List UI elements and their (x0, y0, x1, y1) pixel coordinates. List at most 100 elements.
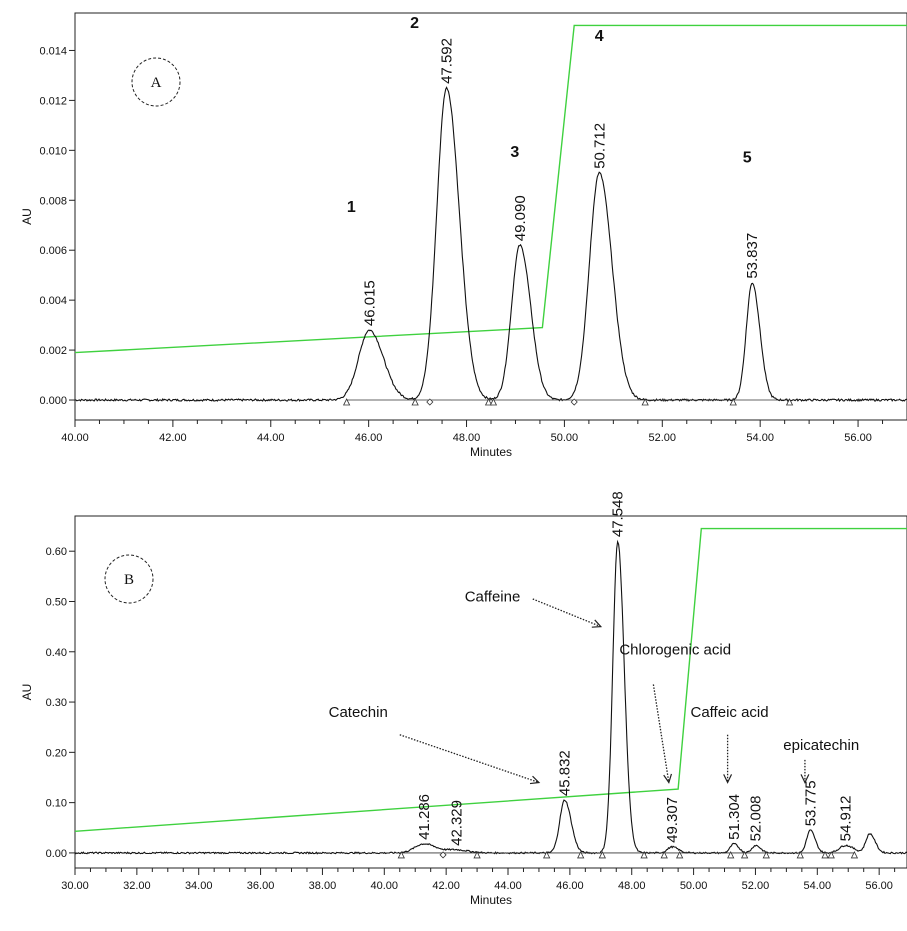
y-tick-label: 0.006 (39, 245, 67, 257)
y-tick-label: 0.00 (46, 848, 67, 860)
panel-label-circle (104, 554, 154, 604)
baseline-marker-triangle (740, 851, 749, 859)
x-tick-label: 46.00 (355, 432, 383, 444)
peak-number-label: 2 (410, 15, 419, 32)
baseline-marker-triangle (484, 398, 493, 406)
plot-frame (74, 12, 907, 421)
x-tick-label: 50.00 (680, 880, 708, 892)
peak-rt-label: 46.015 (361, 280, 378, 326)
baseline-marker-diamond (439, 851, 447, 859)
annotation-label: Chlorogenic acid (619, 641, 731, 658)
x-tick-label: 30.00 (61, 880, 89, 892)
x-tick-label: 56.00 (844, 432, 872, 444)
x-tick-label: 54.00 (804, 880, 832, 892)
x-tick-label: 32.00 (123, 880, 151, 892)
peak-rt-label: 54.912 (838, 795, 855, 841)
x-tick-label: 44.00 (257, 432, 285, 444)
plot-frame (74, 515, 907, 869)
x-axis-label: Minutes (470, 445, 512, 459)
baseline-marker-triangle (796, 851, 804, 859)
y-tick-label: 0.30 (46, 697, 67, 709)
peak-number-label: 5 (743, 150, 752, 167)
peak-number-label: 3 (510, 144, 519, 161)
peak-rt-label: 47.548 (610, 491, 627, 537)
baseline-marker-triangle (342, 398, 351, 406)
x-tick-label: 46.00 (556, 880, 584, 892)
peak-rt-label: 52.008 (748, 795, 765, 841)
y-tick-label: 0.014 (39, 45, 67, 57)
gradient-line (74, 527, 907, 832)
peak-rt-label: 49.307 (664, 797, 681, 843)
x-tick-label: 36.00 (247, 880, 275, 892)
annotation-arrowhead (800, 774, 810, 784)
annotation-label: Caffeine (465, 588, 521, 605)
baseline-marker-triangle (641, 398, 649, 406)
baseline-marker-triangle (785, 398, 794, 406)
x-tick-label: 44.00 (494, 880, 522, 892)
annotation-arrow (652, 684, 670, 783)
baseline-marker-triangle (397, 851, 405, 859)
peak-rt-label: 51.304 (726, 794, 743, 840)
y-tick-label: 0.008 (39, 195, 67, 207)
peak-number-label: 4 (595, 28, 604, 45)
baseline-marker-triangle (827, 851, 835, 859)
annotation-arrow (532, 598, 602, 628)
baseline-marker-triangle (543, 851, 551, 859)
annotation-label: Catechin (329, 704, 388, 721)
baseline-marker-diamond (570, 398, 578, 406)
chromatogram-trace (74, 86, 907, 403)
x-axis-label: Minutes (470, 893, 512, 907)
peak-rt-label: 45.832 (557, 750, 574, 796)
baseline-marker-triangle (762, 851, 770, 859)
peak-number-label: 1 (347, 199, 356, 216)
annotation-arrowhead (591, 619, 603, 628)
baseline-marker-triangle (850, 851, 859, 859)
baseline-marker-diamond (426, 398, 434, 406)
chromatogram-a: 40.00 42.00 44.00 46.00 48.00 50.00 52.00 54.00… (20, 12, 907, 459)
peak-rt-label: 53.837 (744, 233, 761, 279)
x-tick-label: 56.00 (865, 880, 893, 892)
peak-rt-label: 53.775 (802, 780, 819, 826)
chromatogram-b: 30.00 32.00 34.00 36.00 38.00 40.00 42.00 44.00… (20, 491, 907, 907)
y-tick-label: 0.20 (46, 747, 67, 759)
peak-rt-label: 41.286 (416, 794, 433, 840)
y-tick-label: 0.10 (46, 798, 67, 810)
baseline-marker-triangle (676, 851, 684, 859)
x-tick-label: 34.00 (185, 880, 213, 892)
y-tick-label: 0.40 (46, 647, 67, 659)
x-tick-label: 42.00 (432, 880, 460, 892)
x-tick-label: 48.00 (618, 880, 646, 892)
annotation-label: epicatechin (783, 737, 859, 754)
baseline-marker-triangle (598, 851, 606, 859)
x-tick-label: 54.00 (746, 432, 774, 444)
gradient-line (74, 24, 907, 354)
x-tick-label: 48.00 (453, 432, 481, 444)
peak-rt-label: 42.329 (448, 800, 465, 846)
y-tick-label: 0.000 (39, 395, 67, 407)
y-axis-label: AU (20, 208, 34, 225)
baseline-marker-triangle (640, 851, 648, 859)
annotation-arrowhead (529, 775, 541, 785)
y-tick-label: 0.004 (39, 295, 67, 307)
annotation-arrowhead (663, 773, 673, 784)
baseline-marker-triangle (577, 851, 585, 859)
x-tick-label: 42.00 (159, 432, 187, 444)
baseline-marker-triangle (660, 851, 668, 859)
baseline-marker-triangle (821, 851, 829, 859)
baseline-marker-triangle (473, 851, 481, 859)
y-tick-label: 0.002 (39, 345, 67, 357)
y-axis-label: AU (20, 684, 34, 701)
panel-label-circle (131, 57, 181, 107)
x-tick-label: 40.00 (371, 880, 399, 892)
y-tick-label: 0.012 (39, 95, 67, 107)
x-tick-label: 52.00 (742, 880, 770, 892)
annotation-arrowhead (723, 774, 733, 784)
panel-label: A (151, 75, 162, 91)
panel-label: B (124, 572, 134, 588)
annotation-arrow (399, 734, 540, 784)
baseline-marker-triangle (729, 398, 737, 406)
peak-rt-label: 50.712 (591, 123, 608, 169)
x-tick-label: 50.00 (551, 432, 579, 444)
x-tick-label: 52.00 (649, 432, 677, 444)
